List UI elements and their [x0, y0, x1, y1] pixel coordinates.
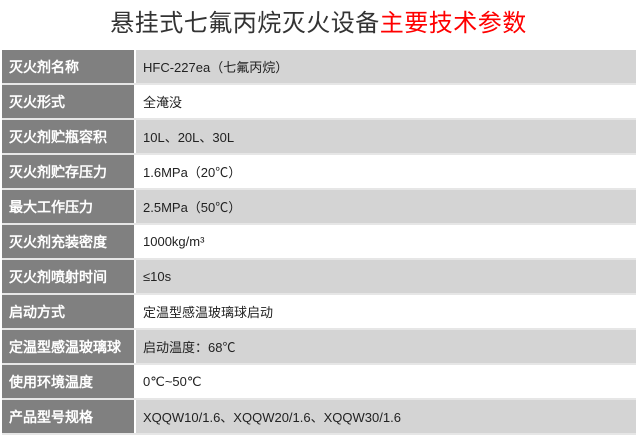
spec-value: 2.5MPa（50℃） — [135, 189, 636, 225]
spec-table: 灭火剂名称 HFC-227ea（七氟丙烷） 灭火形式 全淹没 灭火剂贮瓶容积 10L、20… — [2, 50, 636, 435]
table-row: 灭火剂充装密度 1000kg/m³ — [2, 224, 636, 260]
spec-label: 灭火剂贮瓶容积 — [2, 119, 136, 155]
table-row: 定温型感温玻璃球 启动温度：68℃ — [2, 329, 636, 365]
page-title: 悬挂式七氟丙烷灭火设备主要技术参数 — [0, 0, 637, 50]
spec-value: 1.6MPa（20℃） — [135, 154, 636, 190]
spec-value: 10L、20L、30L — [135, 119, 636, 155]
table-row: 灭火剂名称 HFC-227ea（七氟丙烷） — [2, 50, 636, 85]
spec-value: XQQW10/1.6、XQQW20/1.6、XQQW30/1.6 — [135, 399, 636, 435]
table-row: 启动方式 定温型感温玻璃球启动 — [2, 294, 636, 330]
spec-label: 使用环境温度 — [2, 364, 136, 400]
table-row: 产品型号规格 XQQW10/1.6、XQQW20/1.6、XQQW30/1.6 — [2, 399, 636, 435]
spec-label: 产品型号规格 — [2, 399, 136, 435]
table-row: 使用环境温度 0℃~50℃ — [2, 364, 636, 400]
spec-value: 全淹没 — [135, 84, 636, 120]
table-row: 灭火剂喷射时间 ≤10s — [2, 259, 636, 295]
table-row: 最大工作压力 2.5MPa（50℃） — [2, 189, 636, 225]
spec-label: 启动方式 — [2, 294, 136, 330]
spec-value: HFC-227ea（七氟丙烷） — [135, 50, 636, 85]
spec-value: 启动温度：68℃ — [135, 329, 636, 365]
table-row: 灭火剂贮存压力 1.6MPa（20℃） — [2, 154, 636, 190]
spec-value: 1000kg/m³ — [135, 224, 636, 260]
title-main: 悬挂式七氟丙烷灭火设备 — [110, 9, 380, 37]
spec-label: 灭火剂喷射时间 — [2, 259, 136, 295]
spec-value: ≤10s — [135, 259, 636, 295]
title-highlight: 主要技术参数 — [379, 9, 527, 37]
table-row: 灭火形式 全淹没 — [2, 84, 636, 120]
spec-label: 灭火剂充装密度 — [2, 224, 136, 260]
spec-label: 灭火剂贮存压力 — [2, 154, 136, 190]
table-row: 灭火剂贮瓶容积 10L、20L、30L — [2, 119, 636, 155]
spec-label: 灭火剂名称 — [2, 50, 136, 85]
spec-value: 定温型感温玻璃球启动 — [135, 294, 636, 330]
spec-value: 0℃~50℃ — [135, 364, 636, 400]
spec-label: 最大工作压力 — [2, 189, 136, 225]
spec-label: 定温型感温玻璃球 — [2, 329, 136, 365]
spec-label: 灭火形式 — [2, 84, 136, 120]
